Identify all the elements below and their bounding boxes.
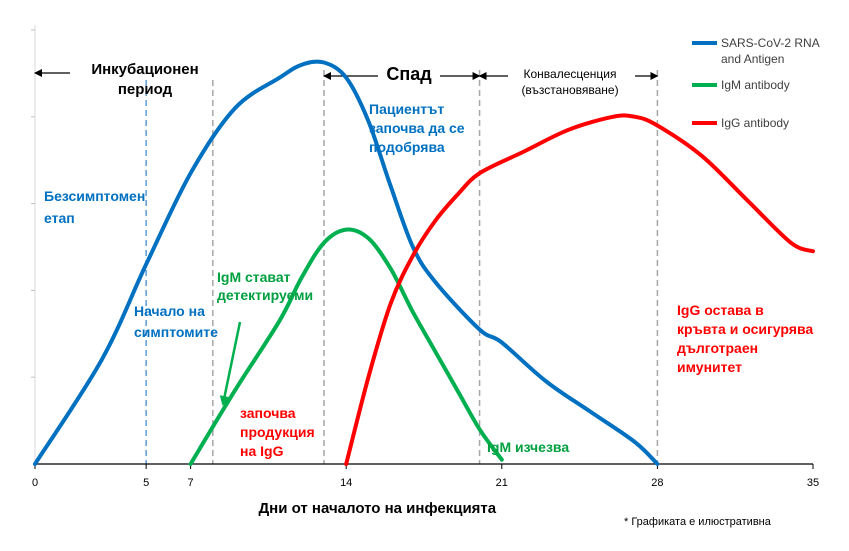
legend-label-virus: SARS-CoV-2 RNA and Antigen <box>721 36 820 66</box>
annotation-improvement: Пациентът започва да се подобрява <box>369 101 465 155</box>
phase-label-bg <box>378 62 440 84</box>
series-line-igm <box>188 227 504 466</box>
footnote: * Графиката е илюстративна <box>624 516 772 528</box>
annotation-igm-disappears: IgM изчезва <box>487 439 569 455</box>
legend-label-igm: IgM antibody <box>721 78 790 92</box>
series-line-igg <box>344 113 815 466</box>
x-tick-label-5: 5 <box>143 477 149 489</box>
x-tick-label-0: 0 <box>32 477 38 489</box>
series-line-virus <box>33 59 660 466</box>
annotation-igg-production: започва продукция на IgG <box>240 405 315 459</box>
x-tick-label-35: 35 <box>807 477 819 489</box>
annotation-igg-remains: IgG остава в кръвта и осигурява дълготраен… <box>677 302 813 375</box>
phase-label-bg <box>508 64 635 80</box>
phase-label-bg <box>70 60 215 78</box>
igm-detect-arrow <box>219 321 242 406</box>
annotation-symptom-onset: Начало на симптомите <box>134 303 218 340</box>
annotation-igm-detectable: IgM стават детектируеми <box>217 269 313 303</box>
x-tick-label-21: 21 <box>496 477 508 489</box>
phase-label-incubation: Инкубационен период <box>91 61 198 98</box>
phase-label-convalescence: Конвалесценция (възстановяване) <box>521 67 618 97</box>
x-tick-label-14: 14 <box>340 477 352 489</box>
x-tick-label-28: 28 <box>651 477 663 489</box>
phase-label-decline: Спад <box>386 64 432 84</box>
legend-label-igg: IgG antibody <box>721 116 789 130</box>
annotation-asymptomatic: Безсимптомен етап <box>44 188 145 226</box>
x-axis-title: Дни от началото на инфекцията <box>258 500 496 517</box>
x-tick-label-7: 7 <box>188 477 194 489</box>
